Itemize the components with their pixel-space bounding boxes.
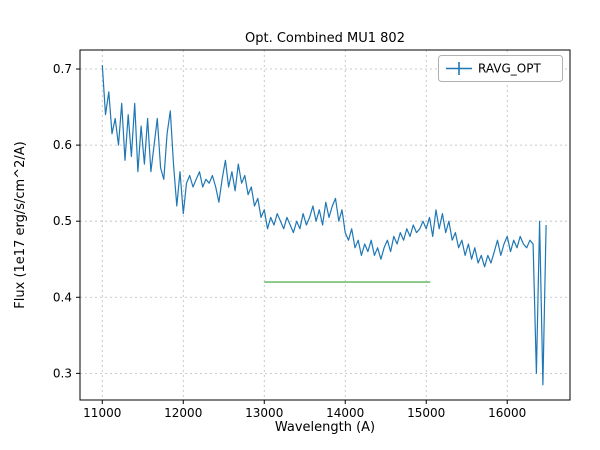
y-tick-label: 0.6 (53, 138, 72, 152)
axes-layer: 11000 12000 13000 14000 15000 16000 0.3 0.4 0.5 0… (53, 49, 571, 420)
grid-layer (80, 50, 570, 400)
y-axis-label: Flux (1e17 erg/s/cm^2/A) (13, 141, 28, 308)
legend: RAVG_OPT (438, 55, 563, 82)
x-tick-label: 12000 (164, 406, 202, 420)
y-tick-label: 0.7 (53, 62, 72, 76)
x-tick-label: 16000 (488, 406, 526, 420)
series-line (101, 65, 547, 386)
y-tick-label: 0.4 (53, 290, 72, 304)
x-tick-label: 14000 (326, 406, 364, 420)
x-tick-label: 15000 (407, 406, 445, 420)
chart-title: Opt. Combined MU1 802 (245, 31, 405, 46)
y-tick-label: 0.3 (53, 366, 72, 380)
x-tick-label: 13000 (245, 406, 283, 420)
x-axis-label: Wavelength (A) (275, 420, 375, 435)
data-layer (101, 65, 547, 386)
legend-label: RAVG_OPT (478, 62, 541, 76)
x-tick-label: 11000 (83, 406, 121, 420)
legend-box (438, 55, 563, 82)
axes-frame (79, 49, 571, 401)
y-tick-label: 0.5 (53, 214, 72, 228)
